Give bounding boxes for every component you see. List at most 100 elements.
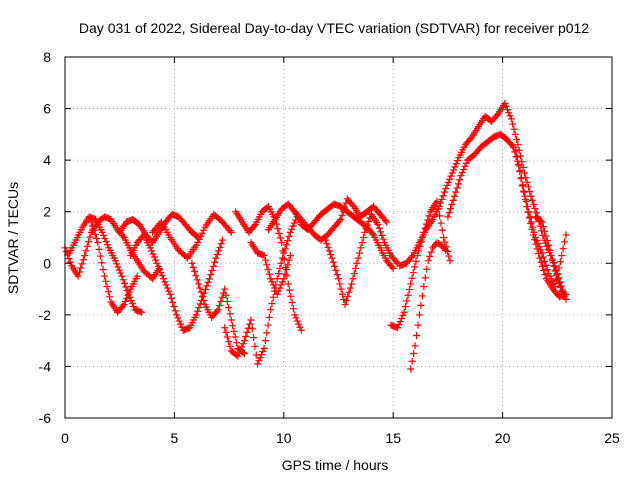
data-point [399, 311, 407, 319]
x-axis-label: GPS time / hours [282, 457, 389, 473]
data-point [173, 311, 181, 319]
data-point [538, 249, 546, 257]
data-point [412, 257, 420, 265]
data-point [556, 284, 564, 292]
data-point [407, 280, 415, 288]
data-point [264, 265, 272, 273]
data-point [161, 278, 169, 286]
data-point [95, 245, 103, 253]
data-point [493, 111, 501, 119]
data-point [286, 252, 294, 260]
data-point [555, 264, 563, 272]
y-tick-label: 8 [43, 49, 51, 65]
data-point [341, 301, 349, 309]
data-point [442, 246, 450, 254]
data-point [337, 215, 345, 223]
data-point [527, 218, 535, 226]
x-tick-label: 25 [604, 430, 620, 446]
data-point [276, 284, 284, 292]
data-point [217, 297, 225, 305]
data-point [111, 257, 119, 265]
data-point [513, 153, 521, 161]
data-point [374, 221, 382, 229]
data-point [78, 260, 86, 268]
data-point [203, 282, 211, 290]
data-point [411, 342, 419, 350]
data-point [550, 262, 558, 270]
data-point [451, 163, 459, 171]
data-point [157, 269, 165, 277]
data-point [445, 209, 453, 217]
data-point [250, 222, 258, 230]
data-point [561, 238, 569, 246]
data-point [66, 258, 74, 266]
data-point [102, 238, 110, 246]
data-point [435, 203, 443, 211]
data-point [543, 237, 551, 245]
data-point [267, 275, 275, 283]
data-point [99, 265, 107, 273]
data-point [452, 188, 460, 196]
data-point [421, 274, 429, 282]
data-point [332, 267, 340, 275]
data-point [447, 205, 455, 213]
data-point [551, 267, 559, 275]
data-point [285, 256, 293, 264]
data-point [289, 222, 297, 230]
data-point [505, 109, 513, 117]
data-point [458, 169, 466, 177]
data-point [541, 271, 549, 279]
data-point [156, 265, 164, 273]
data-point [521, 192, 529, 200]
data-point [289, 305, 297, 313]
data-point [247, 316, 255, 324]
data-point [433, 197, 441, 205]
data-point [225, 304, 233, 312]
data-point [218, 293, 226, 301]
data-point [297, 326, 305, 334]
data-point [121, 297, 129, 305]
data-point [277, 259, 285, 267]
data-point [425, 212, 433, 220]
data-point [524, 183, 532, 191]
data-point [192, 241, 200, 249]
data-point [89, 222, 97, 230]
data-point [74, 272, 82, 280]
data-point [520, 187, 528, 195]
data-point [345, 288, 353, 296]
data-point [408, 357, 416, 365]
data-point [539, 223, 547, 231]
data-point [149, 250, 157, 258]
data-point [103, 282, 111, 290]
data-point [448, 200, 456, 208]
data-point [273, 290, 281, 298]
data-point [354, 254, 362, 262]
data-point [407, 365, 415, 373]
data-point [282, 241, 290, 249]
data-point [511, 130, 519, 138]
data-point [418, 292, 426, 300]
data-point [250, 334, 258, 342]
data-point [85, 238, 93, 246]
data-point [273, 275, 281, 283]
data-point [213, 251, 221, 259]
data-point [278, 239, 286, 247]
data-point [188, 259, 196, 267]
data-point [257, 351, 265, 359]
data-point [401, 303, 409, 311]
data-point [363, 221, 371, 229]
data-point [528, 196, 536, 204]
data-point [204, 278, 212, 286]
data-point [368, 229, 376, 237]
data-point [120, 301, 128, 309]
y-tick-label: -4 [39, 358, 52, 374]
data-point [290, 219, 298, 227]
data-point [467, 134, 475, 142]
data-point [356, 249, 364, 257]
data-point [82, 247, 90, 255]
data-point [445, 252, 453, 260]
data-point [235, 349, 243, 357]
data-point [222, 291, 230, 299]
data-point [514, 160, 522, 168]
data-point [333, 271, 341, 279]
